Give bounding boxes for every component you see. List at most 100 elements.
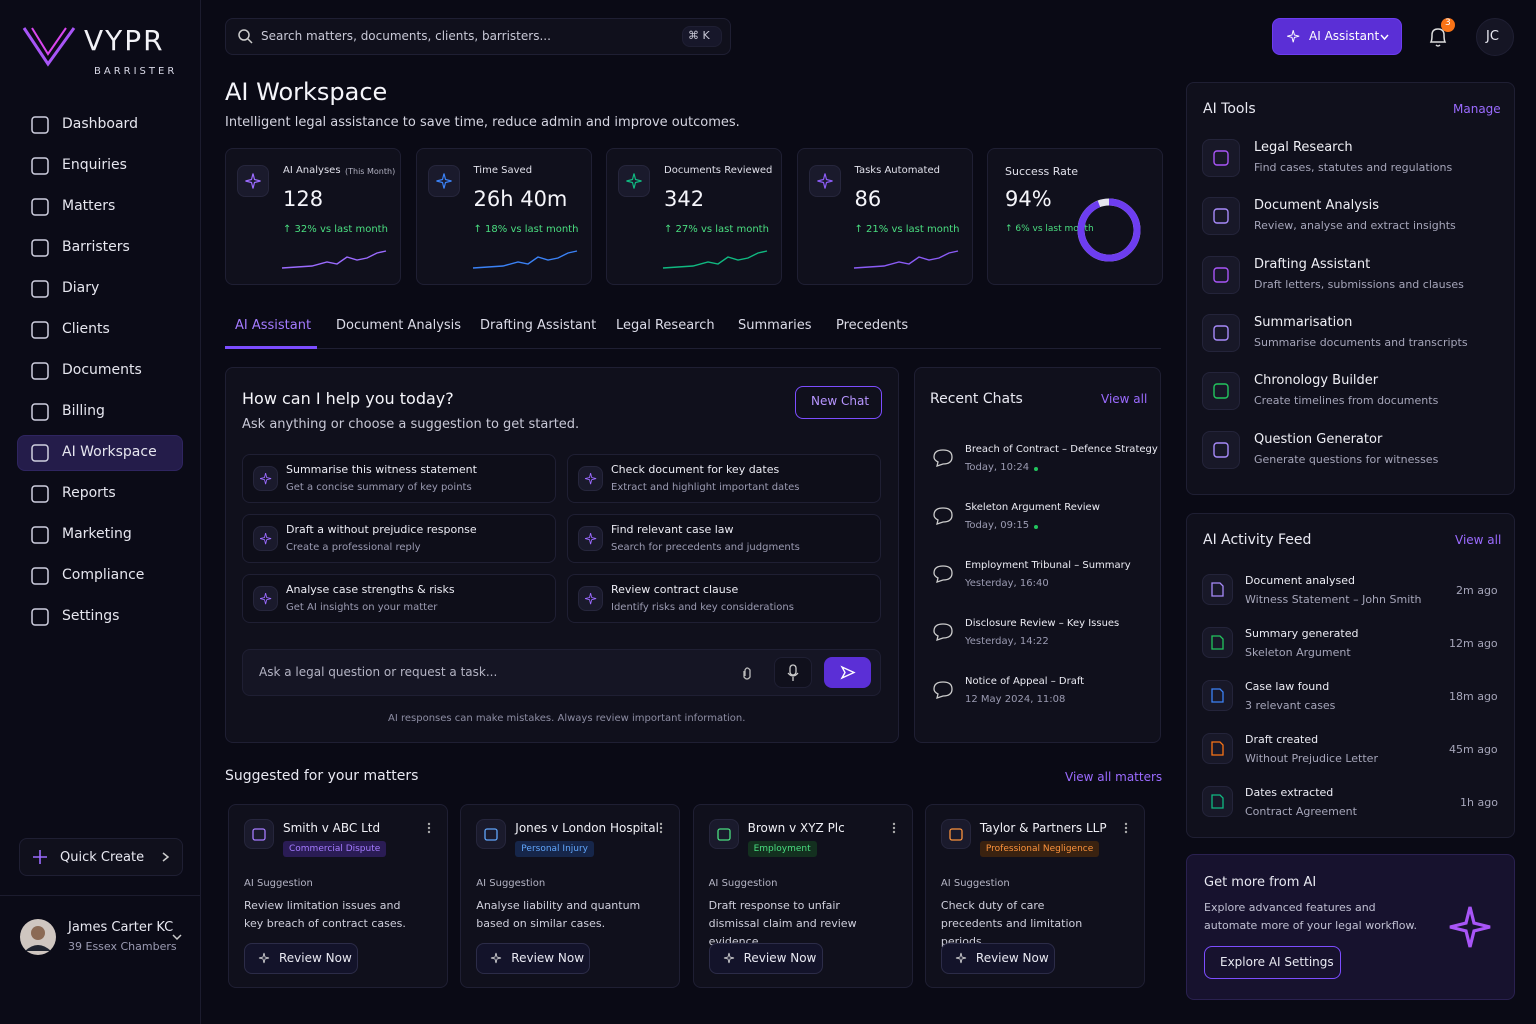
chat-title[interactable]: Breach of Contract – Defence Strategy	[965, 444, 1158, 455]
icon-tile	[708, 819, 739, 849]
review-button[interactable]	[708, 943, 823, 974]
suggestion-card[interactable]	[567, 514, 881, 563]
activity-panel	[1186, 513, 1515, 838]
tool-icon-tile[interactable]	[1202, 197, 1240, 236]
activity-title-text: Summary generated	[1245, 627, 1359, 640]
review-button[interactable]	[476, 943, 591, 974]
search-box[interactable]	[225, 18, 731, 55]
matter-name[interactable]: Brown v XYZ Plc	[747, 821, 845, 835]
suggestion-title[interactable]: Summarise this witness statement	[286, 463, 477, 476]
review-label[interactable]: Review Now	[279, 951, 352, 965]
nav-item[interactable]: Marketing	[62, 526, 132, 542]
suggestion-title[interactable]: Review contract clause	[611, 583, 739, 596]
tool-name[interactable]: Question Generator	[1254, 431, 1383, 447]
tool-name[interactable]: Drafting Assistant	[1254, 256, 1371, 272]
tool-name[interactable]: Document Analysis	[1254, 198, 1380, 214]
bell	[1429, 28, 1447, 47]
tool-icon-tile[interactable]	[1202, 372, 1240, 411]
review-label[interactable]: Review Now	[511, 951, 585, 965]
activity-title-text: Dates extracted	[1245, 786, 1334, 799]
review-button[interactable]	[940, 943, 1055, 974]
ai-tools-manage[interactable]: Manage	[1453, 102, 1501, 116]
tab[interactable]: Summaries	[738, 318, 812, 333]
nav-active[interactable]	[17, 435, 183, 471]
tool-desc: Draft letters, submissions and clauses	[1254, 277, 1464, 291]
review-button[interactable]	[244, 943, 358, 974]
nav-item[interactable]: Dashboard	[62, 116, 138, 132]
matter-name[interactable]: Jones v London Hospital	[515, 821, 659, 835]
suggested-view-all[interactable]: View all matters	[1065, 770, 1163, 784]
assistant-label[interactable]: AI Assistant	[1309, 29, 1380, 43]
new-chat-button[interactable]	[795, 386, 882, 419]
chat-title[interactable]: Disclosure Review – Key Issues	[965, 618, 1120, 629]
review-label[interactable]: Review Now	[975, 951, 1049, 965]
tool-icon-tile[interactable]	[1202, 430, 1240, 469]
quick-create[interactable]	[19, 838, 183, 876]
activity-view-all[interactable]: View all	[1455, 533, 1502, 547]
suggestion-card[interactable]	[242, 574, 556, 623]
nav-item[interactable]: AI Workspace	[62, 444, 157, 460]
tab[interactable]: Legal Research	[616, 318, 715, 333]
tab[interactable]: Precedents	[836, 318, 909, 333]
suggestion-card[interactable]	[567, 574, 881, 623]
chat-title[interactable]: Employment Tribunal – Summary	[965, 560, 1131, 571]
matter-name[interactable]: Smith v ABC Ltd	[283, 821, 381, 835]
user-org: 39 Essex Chambers	[68, 940, 177, 953]
chat-icon	[933, 623, 953, 641]
donut-arc	[1077, 198, 1141, 262]
suggestion-card[interactable]	[242, 454, 556, 503]
tool-icon-tile[interactable]	[1202, 139, 1240, 177]
activity-sub: Skeleton Argument	[1245, 646, 1351, 659]
mic-icon	[787, 664, 799, 681]
suggestion-card[interactable]	[567, 454, 881, 503]
review-label[interactable]: Review Now	[743, 951, 817, 965]
tab[interactable]: Document Analysis	[336, 318, 462, 333]
matter-label: AI Suggestion	[940, 878, 1010, 889]
nav-item[interactable]: Billing	[62, 403, 105, 419]
nav-item[interactable]: Clients	[62, 321, 110, 337]
tab[interactable]: AI Assistant	[235, 318, 312, 333]
suggestion-title[interactable]: Find relevant case law	[611, 523, 734, 536]
avatar-initials[interactable]	[1476, 18, 1514, 56]
tool-name[interactable]: Legal Research	[1254, 140, 1353, 155]
suggestion-title[interactable]: Draft a without prejudice response	[286, 523, 477, 536]
matter-label: AI Suggestion	[476, 878, 546, 889]
chat-input-placeholder[interactable]: Ask a legal question or request a task..…	[259, 665, 498, 679]
nav-item[interactable]: Barristers	[62, 239, 130, 255]
nav-item[interactable]: Documents	[62, 362, 142, 378]
activity-icon	[1211, 635, 1224, 650]
badge	[1441, 18, 1455, 32]
assistant-button[interactable]	[1272, 18, 1402, 55]
nav-icon	[31, 198, 49, 216]
chat-title[interactable]: Skeleton Argument Review	[965, 502, 1100, 513]
activity-icon-tile	[1202, 680, 1233, 711]
tool-name[interactable]: Chronology Builder	[1254, 373, 1379, 389]
promo-button[interactable]	[1204, 946, 1341, 979]
icon-tile	[578, 466, 603, 491]
matter-name[interactable]: Taylor & Partners LLP	[979, 821, 1107, 835]
chat-title[interactable]: Notice of Appeal – Draft	[965, 676, 1085, 687]
tool-desc: Generate questions for witnesses	[1254, 452, 1439, 466]
nav-item[interactable]: Diary	[62, 280, 100, 296]
nav-item[interactable]: Reports	[62, 485, 116, 501]
tab[interactable]: Drafting Assistant	[480, 318, 597, 333]
quick-create-label[interactable]: Quick Create	[60, 850, 145, 865]
nav-item[interactable]: Matters	[62, 198, 116, 214]
nav-item[interactable]: Compliance	[62, 567, 145, 583]
matter-text: Analyse liability and quantum based on s…	[476, 899, 641, 930]
new-chat-label[interactable]: New Chat	[811, 394, 870, 408]
suggestion-title[interactable]: Analyse case strengths & risks	[286, 583, 455, 596]
tool-name[interactable]: Summarisation	[1254, 314, 1353, 330]
tool-icon-tile[interactable]	[1202, 313, 1240, 352]
recent-chats-view-all[interactable]: View all	[1101, 392, 1148, 406]
icon-tile	[578, 526, 603, 551]
nav-item[interactable]: Enquiries	[62, 157, 127, 173]
mic-button[interactable]	[774, 657, 812, 688]
promo-button-label[interactable]: Explore AI Settings	[1220, 955, 1334, 969]
initials[interactable]: JC	[1486, 29, 1499, 44]
suggestion-title[interactable]: Check document for key dates	[611, 463, 780, 476]
tool-icon-tile[interactable]	[1202, 255, 1240, 294]
suggestion-card[interactable]	[242, 514, 556, 563]
send-button[interactable]	[824, 657, 871, 688]
nav-item[interactable]: Settings	[62, 608, 120, 624]
